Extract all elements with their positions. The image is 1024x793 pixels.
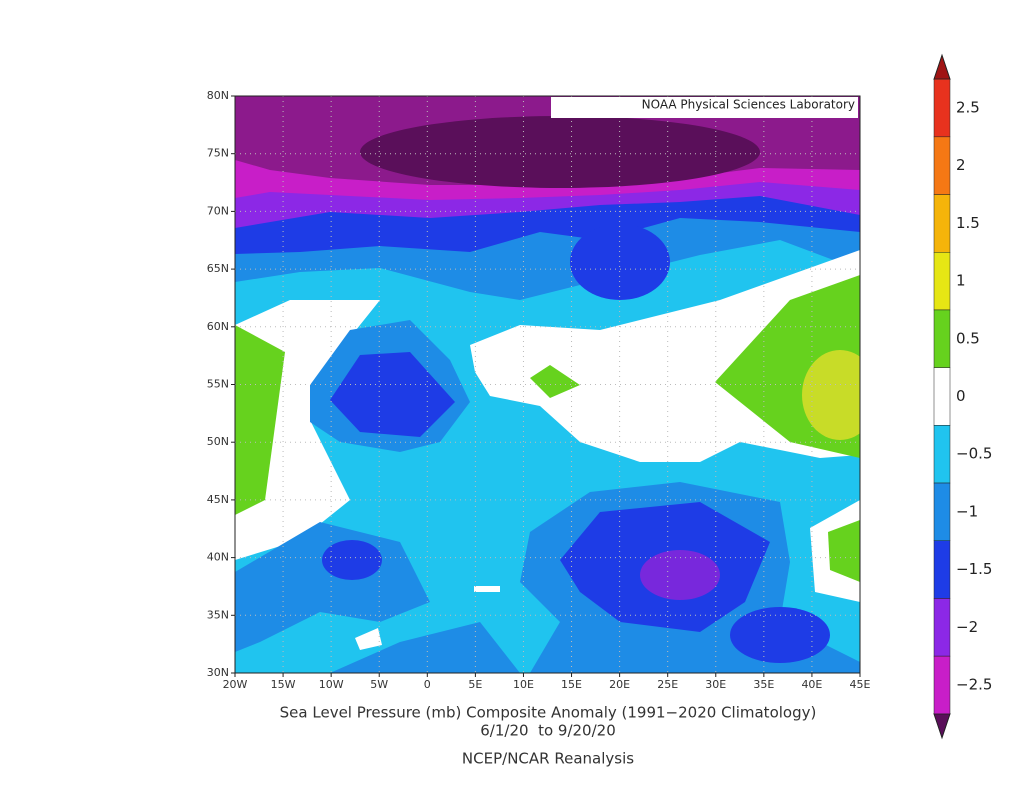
colorbar-segment	[933, 194, 951, 253]
source: NCEP/NCAR Reanalysis	[462, 750, 634, 768]
colorbar-label: −0.5	[956, 445, 992, 463]
y-tick-label: 45N	[207, 493, 229, 506]
colorbar-label: 2	[956, 156, 966, 174]
y-tick-label: 40N	[207, 551, 229, 564]
colorbar-label: −2	[956, 618, 978, 636]
x-tick-label: 10E	[513, 678, 534, 691]
x-tick-label: 15E	[561, 678, 582, 691]
title: Sea Level Pressure (mb) Composite Anomal…	[280, 704, 817, 722]
colorbar-segment	[933, 425, 951, 484]
y-tick-label: 80N	[207, 89, 229, 102]
date-range: 6/1/20 to 9/20/20	[480, 722, 615, 740]
colorbar-segment	[933, 367, 951, 426]
x-tick-label: 5E	[468, 678, 482, 691]
colorbar: 2.5 2 1.5 1 0.5 0 −0.5 −1 −1.5 −2 −2.5	[933, 53, 992, 740]
y-tick-label: 60N	[207, 320, 229, 333]
y-tick-label: 75N	[207, 147, 229, 160]
x-tick-label: 0	[424, 678, 431, 691]
x-tick-label: 35E	[753, 678, 774, 691]
colorbar-segment	[933, 78, 951, 138]
x-tick-label: 20W	[223, 678, 248, 691]
x-tick-label: 5W	[370, 678, 388, 691]
colorbar-segment	[933, 598, 951, 657]
y-tick-label: 50N	[207, 435, 229, 448]
colorbar-segment	[933, 136, 951, 195]
colorbar-segment	[933, 482, 951, 541]
x-tick-label: 30E	[705, 678, 726, 691]
colorbar-label: 1.5	[956, 214, 980, 232]
y-tick-label: 30N	[207, 666, 229, 679]
colorbar-label: −1.5	[956, 560, 992, 578]
colorbar-segment	[933, 540, 951, 599]
colorbar-segment	[933, 252, 951, 311]
y-tick-label: 35N	[207, 608, 229, 621]
y-tick-label: 55N	[207, 378, 229, 391]
colorbar-label: 0.5	[956, 329, 980, 347]
x-tick-label: 15W	[271, 678, 296, 691]
y-tick-label: 70N	[207, 204, 229, 217]
contour-field	[235, 96, 860, 673]
colorbar-label: 2.5	[956, 99, 980, 117]
watermark-box	[551, 97, 858, 118]
colorbar-label: 0	[956, 387, 966, 405]
x-tick-label: 45E	[850, 678, 871, 691]
x-tick-label: 10W	[319, 678, 344, 691]
x-tick-label: 40E	[801, 678, 822, 691]
colorbar-label: −2.5	[956, 676, 992, 694]
colorbar-over	[933, 53, 951, 80]
watermark: NOAA Physical Sciences Laboratory	[642, 98, 855, 112]
x-tick-label: 25E	[657, 678, 678, 691]
colorbar-under	[933, 713, 951, 740]
y-tick-label: 65N	[207, 262, 229, 275]
colorbar-segment	[933, 655, 951, 715]
colorbar-label: −1	[956, 502, 978, 520]
colorbar-segment	[933, 309, 951, 368]
plot-frame	[234, 95, 861, 674]
x-tick-label: 20E	[609, 678, 630, 691]
colorbar-label: 1	[956, 272, 966, 290]
